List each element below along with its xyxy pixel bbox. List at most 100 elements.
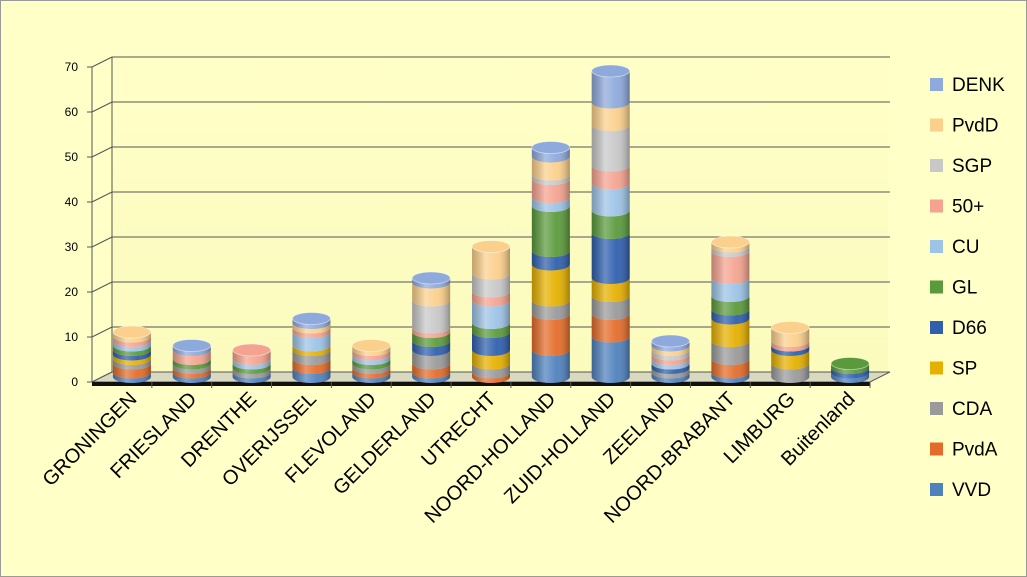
segment-shade-limburg-sp — [771, 350, 810, 370]
segment-shade-drenthe-cu — [232, 359, 271, 370]
segment-shade-friesland-vvd — [172, 372, 211, 383]
segment-shade-groningen-cu — [112, 341, 151, 352]
segment-shade-noord-brabant-gl — [711, 296, 750, 316]
legend-item-cda: CDA — [930, 399, 992, 420]
segment-shade-friesland-pvda — [172, 368, 211, 379]
segment-shade-friesland-cda — [172, 363, 211, 374]
legend-item-pvda: PvdA — [930, 440, 998, 461]
segment-shade-zuid-holland-pvdd — [591, 102, 630, 131]
segment-shade-limburg-cda — [771, 363, 810, 383]
segment-shade-flevoland-vvd — [352, 372, 391, 383]
segment-shade-noord-holland-pvdd — [531, 156, 570, 181]
segment-shade-noord-holland-denk — [531, 147, 570, 163]
segment-shade-noord-holland-sp — [531, 264, 570, 307]
segment-shade-zuid-holland-d66 — [591, 233, 630, 284]
segment-shade-friesland-gl — [172, 359, 211, 370]
segment-shade-zeeland-d66 — [651, 363, 690, 374]
segment-shade-gelderland-d66 — [412, 341, 451, 356]
segment-shade-flevoland-pvdd — [352, 345, 391, 356]
gridline-depth-70 — [91, 56, 113, 68]
gridline-depth-50 — [91, 146, 113, 158]
segment-shade-friesland-50 — [172, 350, 211, 365]
y-axis: 0 10 20 30 40 50 60 70 — [65, 60, 93, 389]
bar-groningen — [112, 325, 152, 383]
legend-item-vvd: VVD — [930, 480, 991, 501]
legend-swatch-sp — [930, 361, 943, 375]
segment-shade-noord-holland-cda — [531, 300, 570, 320]
segment-shade-utrecht-pvdd — [472, 246, 510, 280]
segment-shade-overijssel-sp — [292, 345, 331, 356]
legend-swatch-pvdd — [930, 118, 943, 132]
segment-shade-zuid-holland-cu — [591, 183, 630, 217]
segment-shade-noord-brabant-d66 — [711, 309, 750, 325]
segment-shade-overijssel-pvdd — [292, 323, 331, 334]
y-tick-label-20: 20 — [65, 285, 79, 299]
segment-shade-zeeland-cda — [651, 368, 690, 379]
legend-item-denk: DENK — [930, 75, 1005, 96]
segment-shade-limburg-pvdd — [771, 327, 810, 347]
segment-shade-zeeland-cu — [651, 359, 690, 370]
segment-shade-noord-brabant-cda — [711, 341, 750, 365]
segment-shade-noord-holland-d66 — [531, 251, 570, 271]
gridline-depth-40 — [91, 191, 113, 203]
legend-label-pvda: PvdA — [952, 440, 998, 461]
segment-shade-gelderland-50 — [412, 327, 451, 338]
segment-shade-drenthe-50 — [232, 350, 271, 365]
bar-cap-groningen — [112, 325, 152, 339]
segment-shade-limburg-50 — [771, 341, 810, 352]
segment-shade-noord-brabant-sgp — [711, 246, 750, 257]
x-tick-label-zuid-holland: ZUID-HOLLAND — [500, 388, 620, 508]
segment-shade-noord-brabant-cu — [711, 278, 750, 302]
segment-shade-noord-brabant-pvdd — [711, 242, 750, 253]
segment-shade-buitenland-d66 — [831, 368, 870, 379]
segment-shade-overijssel-cu — [292, 332, 331, 352]
segment-shade-zeeland-vvd — [651, 372, 690, 383]
segment-shade-groningen-cda — [112, 359, 151, 370]
segment-shade-zuid-holland-vvd — [591, 336, 630, 383]
x-tick-label-gelderland: GELDERLAND — [329, 388, 440, 499]
segment-shade-zuid-holland-50 — [591, 165, 630, 190]
bar-cap-noord-holland — [531, 141, 571, 154]
segment-shade-utrecht-cu — [472, 300, 510, 329]
segment-shade-noord-holland-gl — [531, 206, 570, 257]
segment-shade-groningen-vvd — [112, 372, 151, 383]
bar-drenthe — [232, 343, 272, 383]
legend-swatch-gl — [930, 280, 943, 294]
segment-shade-zeeland-sgp — [651, 350, 690, 361]
legend-label-cda: CDA — [952, 399, 992, 420]
y-tick-label-70: 70 — [65, 60, 79, 74]
segment-shade-gelderland-pvdd — [412, 282, 451, 307]
legend-label-50: 50+ — [952, 197, 984, 218]
segment-shade-limburg-d66 — [771, 345, 810, 356]
legend-item-pvdd: PvdD — [930, 116, 998, 137]
legend-swatch-50 — [930, 199, 943, 213]
segment-shade-zuid-holland-gl — [591, 210, 630, 240]
legend: DENK PvdD SGP 50+ CU GL D66 SP CDA PvdA VVD — [930, 75, 1005, 501]
segment-shade-zeeland-50 — [651, 354, 690, 365]
legend-label-gl: GL — [952, 278, 977, 299]
gridline-depth-10 — [91, 326, 113, 338]
segment-shade-gelderland-denk — [412, 278, 451, 289]
gridline-depth-20 — [91, 281, 113, 293]
legend-item-sgp: SGP — [930, 156, 992, 177]
bar-overijssel — [292, 312, 331, 383]
segment-shade-zuid-holland-sp — [591, 278, 630, 302]
legend-item-cu: CU — [930, 237, 979, 258]
segment-shade-utrecht-pvda — [472, 372, 510, 383]
segment-shade-zuid-holland-pvda — [591, 314, 630, 343]
segment-shade-utrecht-d66 — [472, 332, 510, 356]
y-tick-label-0: 0 — [71, 375, 78, 389]
bar-noord-brabant — [710, 235, 750, 383]
bar-cap-gelderland — [411, 271, 451, 285]
bar-friesland — [172, 339, 212, 383]
segment-shade-zeeland-denk — [651, 341, 690, 352]
legend-swatch-cda — [930, 402, 943, 415]
bar-utrecht — [471, 240, 511, 383]
legend-label-sp: SP — [952, 359, 977, 380]
bar-cap-utrecht — [471, 240, 511, 253]
segment-shade-groningen-50 — [112, 336, 151, 347]
segment-shade-noord-brabant-pvda — [711, 359, 750, 379]
segment-shade-gelderland-sgp — [412, 300, 451, 334]
legend-label-cu: CU — [952, 237, 979, 258]
segment-shade-flevoland-cda — [352, 363, 391, 374]
